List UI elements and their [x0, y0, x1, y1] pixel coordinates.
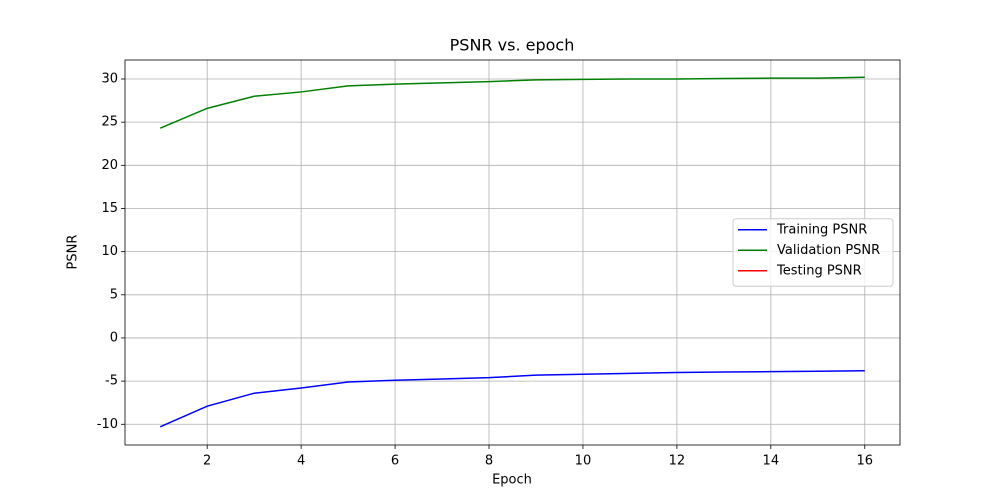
- y-tick-label: 10: [101, 244, 118, 259]
- data-line: [159, 370, 865, 428]
- y-tick-label: 25: [101, 115, 118, 130]
- legend-label: Training PSNR: [776, 222, 867, 237]
- y-tick-label: 20: [101, 158, 118, 173]
- y-tick-label: -5: [105, 374, 118, 389]
- plot-frame: [124, 59, 901, 446]
- x-tick-label: 2: [203, 454, 211, 469]
- x-tick-label: 8: [485, 454, 493, 469]
- x-tick-label: 6: [391, 454, 399, 469]
- y-axis-label: PSNR: [66, 235, 81, 270]
- chart-title: PSNR vs. epoch: [450, 36, 575, 55]
- y-tick-label: 5: [110, 287, 118, 302]
- x-axis-label: Epoch: [492, 473, 532, 488]
- x-tick-label: 14: [763, 454, 780, 469]
- y-tick-label: 15: [101, 201, 118, 216]
- legend-label: Validation PSNR: [777, 243, 880, 258]
- data-line: [159, 76, 865, 129]
- x-tick-label: 4: [297, 454, 305, 469]
- y-tick-label: 0: [110, 330, 118, 345]
- legend-box: [732, 218, 894, 287]
- legend-label: Testing PSNR: [776, 263, 862, 278]
- y-tick-label: -10: [97, 417, 118, 432]
- x-tick-label: 16: [856, 454, 873, 469]
- x-tick-label: 12: [669, 454, 686, 469]
- y-tick-label: 30: [101, 71, 118, 86]
- x-tick-label: 10: [575, 454, 592, 469]
